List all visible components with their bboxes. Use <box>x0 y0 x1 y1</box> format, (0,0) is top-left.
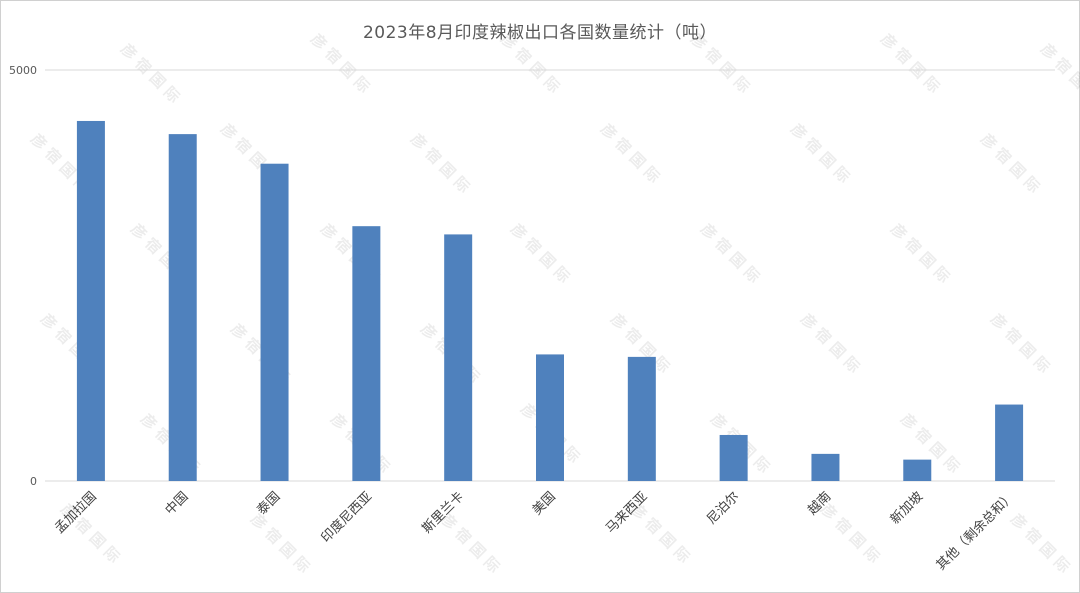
watermark-text: 彦 宿 国 际 <box>817 500 883 566</box>
chart-title: 2023年8月印度辣椒出口各国数量统计（吨） <box>362 23 718 43</box>
watermark-text: 彦 宿 国 际 <box>597 120 663 186</box>
watermark-text: 彦 宿 国 际 <box>497 30 563 96</box>
watermark-text: 彦 宿 国 际 <box>787 120 853 186</box>
bar <box>168 134 197 481</box>
bars <box>76 120 1024 482</box>
bar <box>903 459 932 481</box>
watermark-text: 彦 宿 国 际 <box>437 510 503 576</box>
y-tick-labels: 0 5000 <box>9 64 37 488</box>
bar <box>444 234 473 481</box>
bar <box>811 453 840 481</box>
watermark-text: 彦 宿 国 际 <box>887 220 953 286</box>
x-tick-label: 尼泊尔 <box>704 489 742 527</box>
watermark-text: 彦 宿 国 际 <box>247 510 313 576</box>
watermark-text: 彦 宿 国 际 <box>1037 40 1080 106</box>
bar <box>536 354 564 481</box>
watermark-text: 彦 宿 国 际 <box>687 30 753 96</box>
x-tick-label: 中国 <box>163 489 192 518</box>
watermark-text: 彦 宿 国 际 <box>407 130 473 196</box>
x-tick-label: 印度尼西亚 <box>318 489 375 546</box>
watermark-text: 彦 宿 国 际 <box>977 130 1043 196</box>
watermark-text: 彦 宿 国 际 <box>117 40 183 106</box>
watermark-text: 彦 宿 国 际 <box>877 30 943 96</box>
watermark-text: 彦 宿 国 际 <box>797 310 863 376</box>
bar <box>719 434 748 481</box>
x-tick-label: 其他（剩余总和） <box>933 489 1018 574</box>
watermark-text: 彦 宿 国 际 <box>697 220 763 286</box>
x-tick-label: 美国 <box>530 489 559 518</box>
bar <box>76 120 105 482</box>
y-tick-label: 5000 <box>9 64 37 77</box>
watermark-text: 彦 宿 国 际 <box>1007 510 1073 576</box>
watermark-text: 彦 宿 国 际 <box>307 30 373 96</box>
watermark-text: 彦 宿 国 际 <box>987 310 1053 376</box>
bar <box>260 163 289 481</box>
bar <box>352 226 381 481</box>
bar <box>995 404 1024 481</box>
bar <box>627 356 656 481</box>
watermark-text: 彦 宿 国 际 <box>507 220 573 286</box>
y-tick-label: 0 <box>30 475 37 488</box>
x-tick-label: 新加坡 <box>887 489 926 528</box>
